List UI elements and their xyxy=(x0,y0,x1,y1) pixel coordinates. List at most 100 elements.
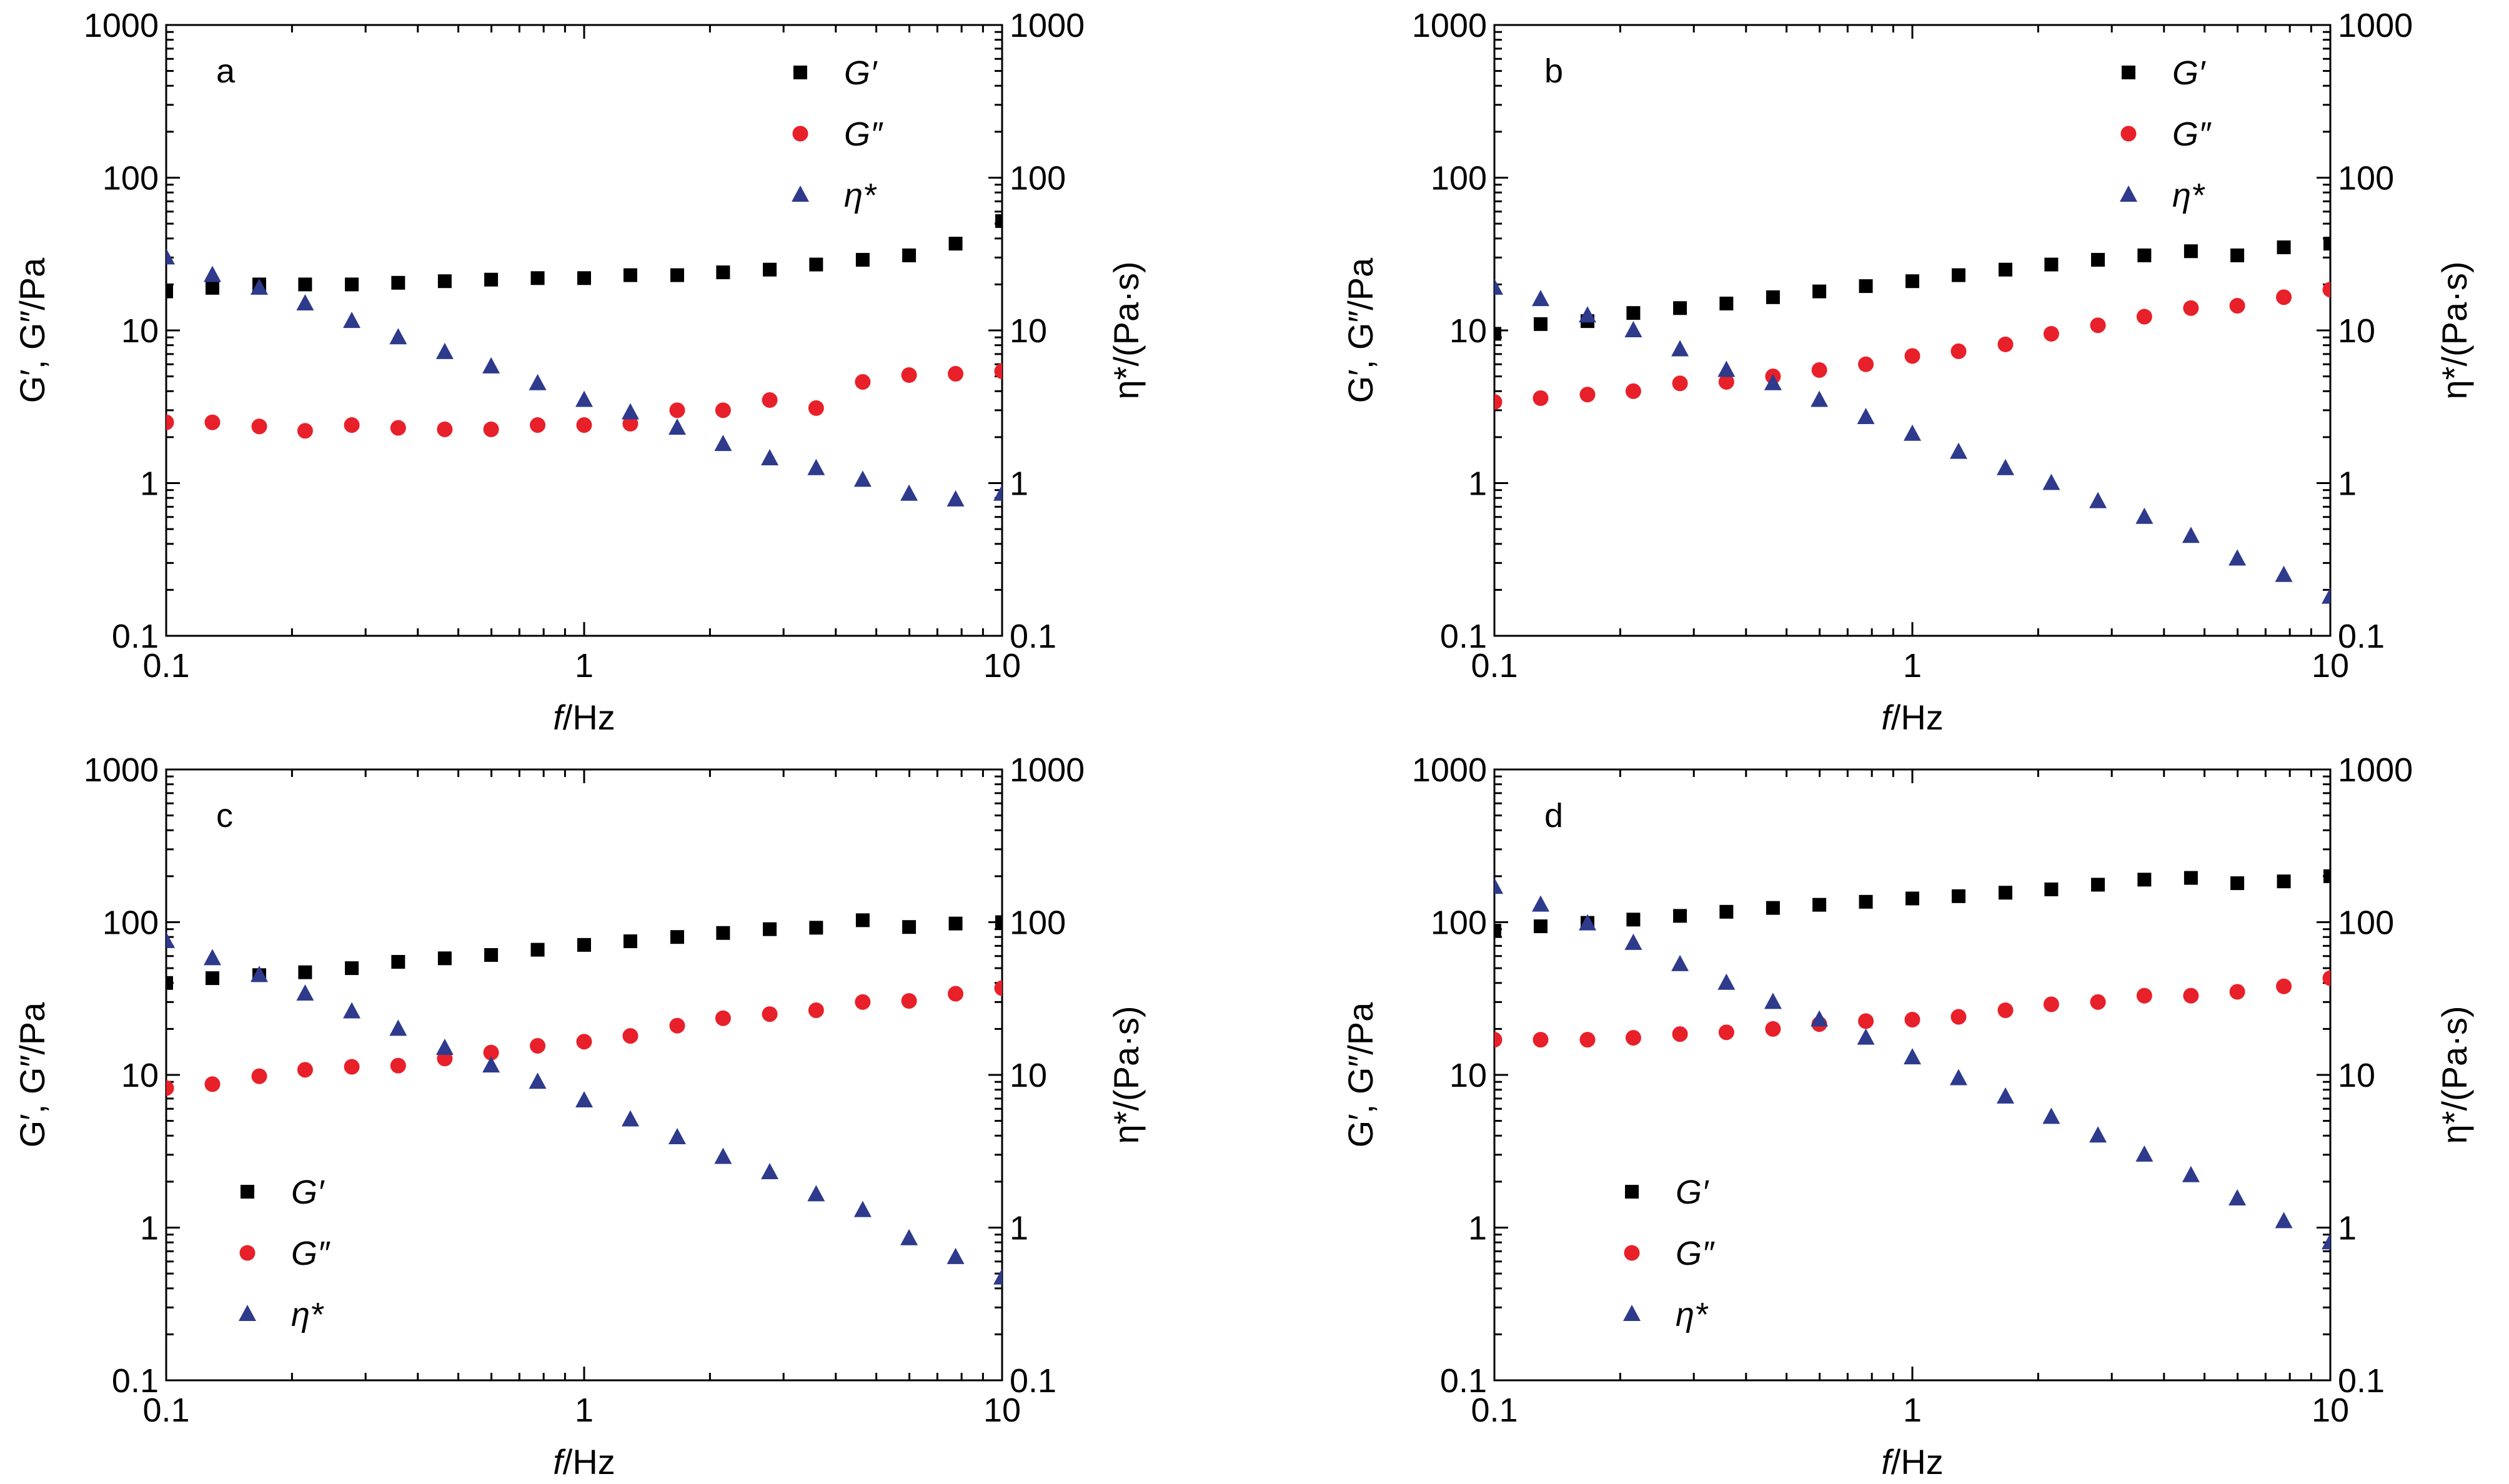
data-point xyxy=(1578,914,1596,931)
y-tick-label-right: 10 xyxy=(2338,312,2375,350)
data-point xyxy=(1998,886,2012,900)
legend-marker xyxy=(239,1245,256,1261)
y-axis-label-left: G′, G″/Pa xyxy=(12,1002,52,1147)
data-point xyxy=(1812,898,1827,912)
data-point xyxy=(344,417,360,433)
data-point xyxy=(995,915,1002,929)
data-point xyxy=(1494,878,1503,894)
plot-frame xyxy=(165,768,1003,1382)
data-point xyxy=(1859,894,1873,909)
data-point xyxy=(343,1002,361,1019)
data-point xyxy=(2135,507,2154,524)
data-point xyxy=(2277,874,2291,889)
data-point xyxy=(2230,248,2245,262)
data-point xyxy=(2275,1212,2293,1229)
data-point xyxy=(761,1163,779,1180)
data-point xyxy=(2277,240,2291,254)
data-point xyxy=(853,470,872,487)
data-point xyxy=(2323,237,2330,251)
y-axis-label-left: G′, G″/Pa xyxy=(1341,257,1380,403)
y-tick-label-left: 10 xyxy=(1449,312,1487,350)
legend: G′ G″ η* xyxy=(792,54,883,214)
data-point xyxy=(1533,317,1548,331)
series-triangle xyxy=(1494,278,2330,604)
y-tick-label-left: 10 xyxy=(121,312,159,350)
data-point xyxy=(2183,987,2199,1004)
data-point xyxy=(2042,473,2060,490)
data-point xyxy=(577,271,591,285)
data-point xyxy=(855,913,870,928)
data-point xyxy=(2322,1233,2330,1250)
data-point xyxy=(1626,913,1641,927)
panel-label: a xyxy=(216,52,236,90)
data-point xyxy=(1578,306,1596,323)
data-point xyxy=(2091,252,2105,267)
legend-entry-label: G″ xyxy=(2172,116,2212,153)
data-point xyxy=(2322,282,2330,298)
y-tick-label-left: 1 xyxy=(140,465,159,503)
data-point xyxy=(993,484,1002,501)
data-point xyxy=(251,1068,267,1084)
data-point xyxy=(762,392,778,408)
data-point xyxy=(1672,1026,1688,1042)
legend-entry-label: G′ xyxy=(844,54,878,92)
legend-marker xyxy=(793,66,807,79)
data-points xyxy=(1494,237,2330,604)
data-point xyxy=(2229,984,2245,1000)
data-point xyxy=(1905,274,1919,289)
data-point xyxy=(390,420,406,436)
data-point xyxy=(1997,1002,2014,1019)
y-tick-label-right: 1 xyxy=(2338,465,2357,503)
panel-label: d xyxy=(1544,797,1563,834)
series-square xyxy=(166,214,1002,299)
data-point xyxy=(1579,1032,1596,1048)
data-point xyxy=(391,954,405,969)
data-point xyxy=(715,402,731,418)
data-point xyxy=(670,268,684,282)
data-point xyxy=(389,328,407,345)
data-point xyxy=(2091,878,2105,892)
x-axis-label: f/Hz xyxy=(553,698,615,737)
x-tick-label: 0.1 xyxy=(1471,1392,1518,1429)
data-point xyxy=(1949,442,1967,459)
data-point xyxy=(1859,279,1873,294)
data-point xyxy=(1996,1087,2014,1104)
data-point xyxy=(391,275,405,290)
y-tick-label-right: 0.1 xyxy=(2338,618,2385,655)
data-point xyxy=(946,490,965,507)
data-point xyxy=(2042,1107,2060,1124)
data-point xyxy=(902,248,917,262)
y-tick-label-right: 100 xyxy=(1010,904,1066,942)
panel-label: b xyxy=(1544,52,1563,90)
data-point xyxy=(2229,298,2245,314)
legend-entry-label: η* xyxy=(2172,177,2205,214)
data-point xyxy=(714,1147,732,1164)
data-point xyxy=(993,1268,1002,1285)
data-point xyxy=(205,280,219,295)
legend-entry-label: G′ xyxy=(291,1174,325,1211)
data-point xyxy=(345,961,359,976)
data-point xyxy=(2230,876,2245,891)
y-tick-label-right: 0.1 xyxy=(1010,618,1056,655)
data-point xyxy=(298,277,312,292)
data-point xyxy=(807,1185,825,1202)
data-point xyxy=(1904,1012,1920,1028)
data-point xyxy=(1951,268,1965,282)
legend-entry-label: η* xyxy=(844,177,877,214)
data-point xyxy=(994,980,1002,996)
data-point xyxy=(1766,290,1780,304)
data-point xyxy=(530,1037,546,1054)
data-point xyxy=(1811,390,1829,407)
data-point xyxy=(576,1034,592,1050)
data-point xyxy=(577,937,591,952)
data-point xyxy=(1950,343,1967,359)
y-tick-label-right: 1 xyxy=(1010,465,1028,503)
data-point xyxy=(855,373,871,390)
data-point xyxy=(948,237,963,251)
series-square xyxy=(166,913,1002,990)
data-point xyxy=(1765,1021,1781,1037)
data-point xyxy=(2137,248,2152,262)
data-point xyxy=(2323,869,2330,883)
data-point xyxy=(2276,289,2292,305)
data-point xyxy=(575,390,593,407)
